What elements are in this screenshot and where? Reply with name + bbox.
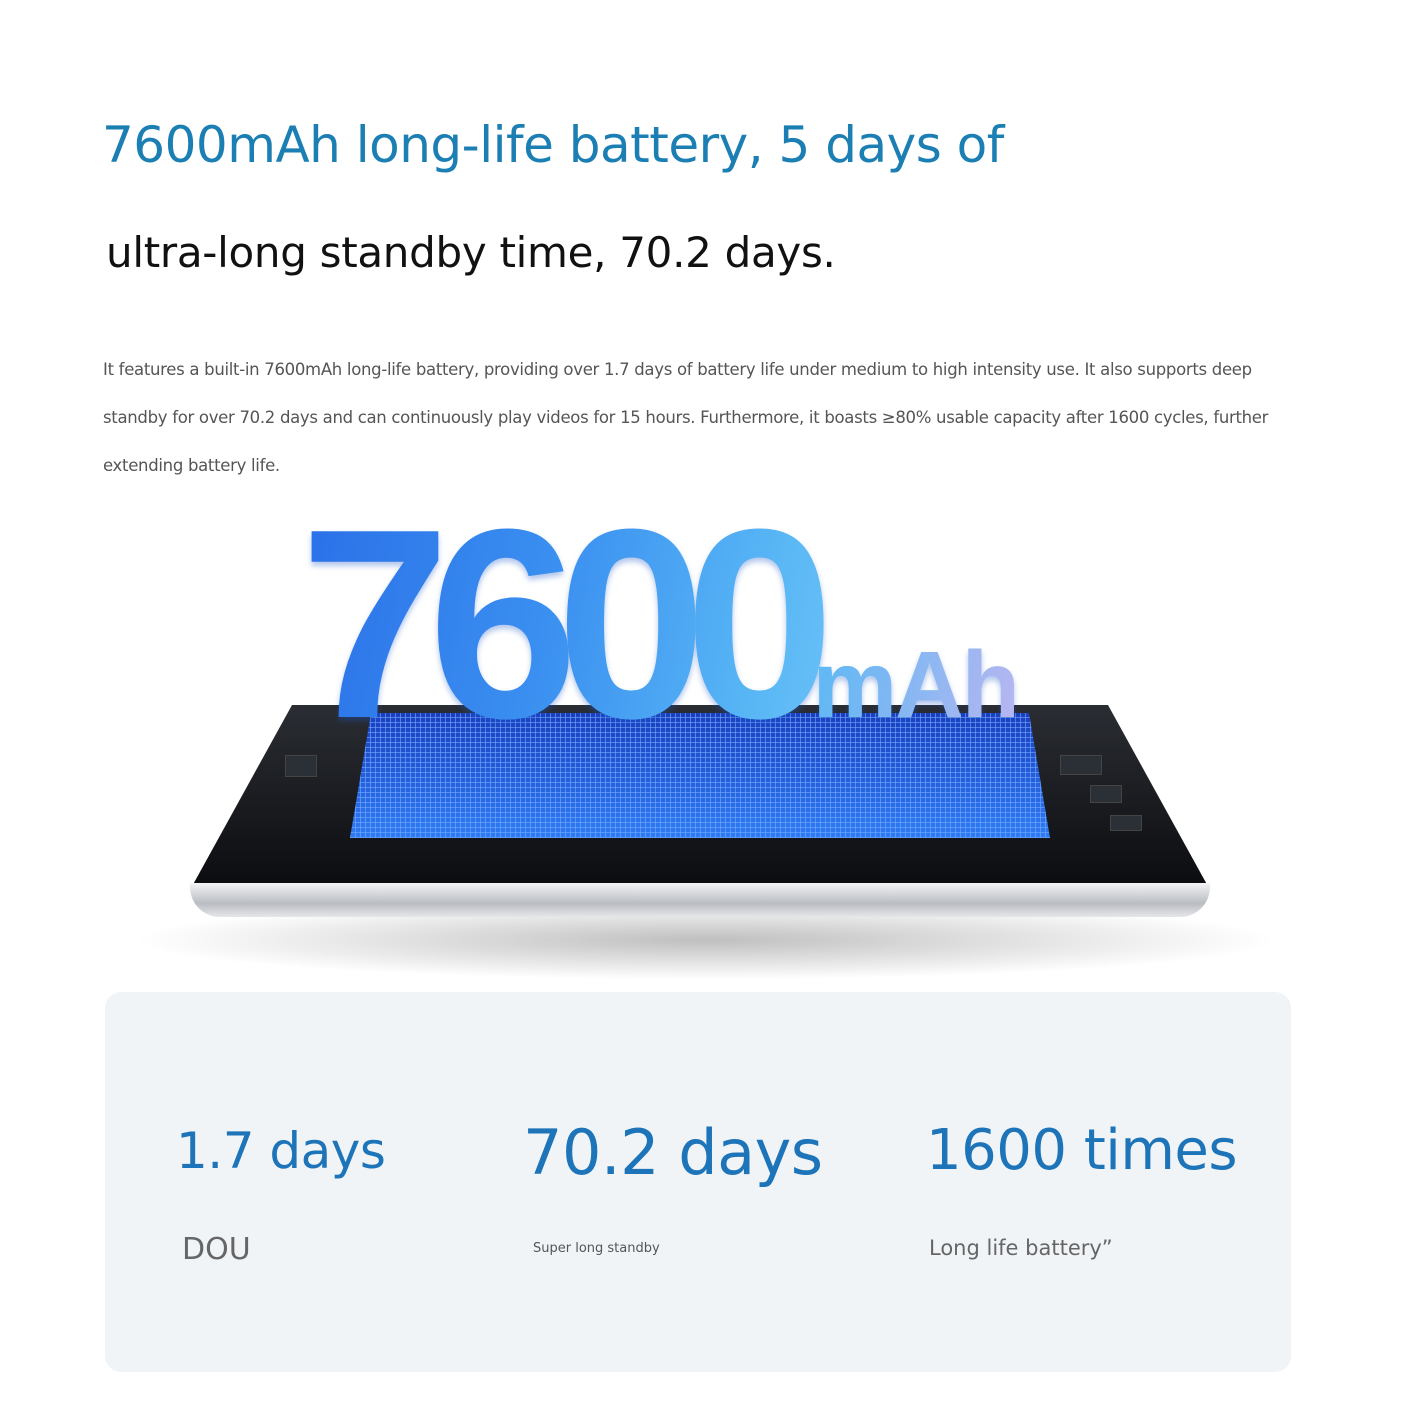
description: It features a built-in 7600mAh long-life… <box>103 360 1269 475</box>
battery-cells <box>350 713 1050 838</box>
tablet-illustration <box>190 705 1210 920</box>
component <box>1060 755 1102 775</box>
component <box>1110 815 1142 831</box>
component <box>1090 785 1122 803</box>
stat-label-cycles: Long life battery” <box>929 1236 1113 1260</box>
hero-capacity: 7600mAh <box>300 470 1020 780</box>
hero-number: 7600 <box>300 474 813 775</box>
stat-label-standby: Super long standby <box>533 1241 660 1256</box>
component <box>285 755 317 777</box>
stat-value-dou: 1.7 days <box>176 1122 386 1180</box>
stat-value-standby: 70.2 days <box>523 1116 823 1189</box>
stat-label-dou: DOU <box>182 1232 251 1267</box>
stat-value-cycles: 1600 times <box>926 1118 1238 1183</box>
stats-card <box>105 992 1291 1372</box>
tablet-edge <box>190 883 1210 917</box>
hero-unit: mAh <box>812 632 1020 738</box>
headline-line2: ultra-long standby time, 70.2 days. <box>106 228 836 277</box>
tablet-frame <box>190 705 1210 890</box>
headline-line1: 7600mAh long-life battery, 5 days of <box>102 116 1004 174</box>
